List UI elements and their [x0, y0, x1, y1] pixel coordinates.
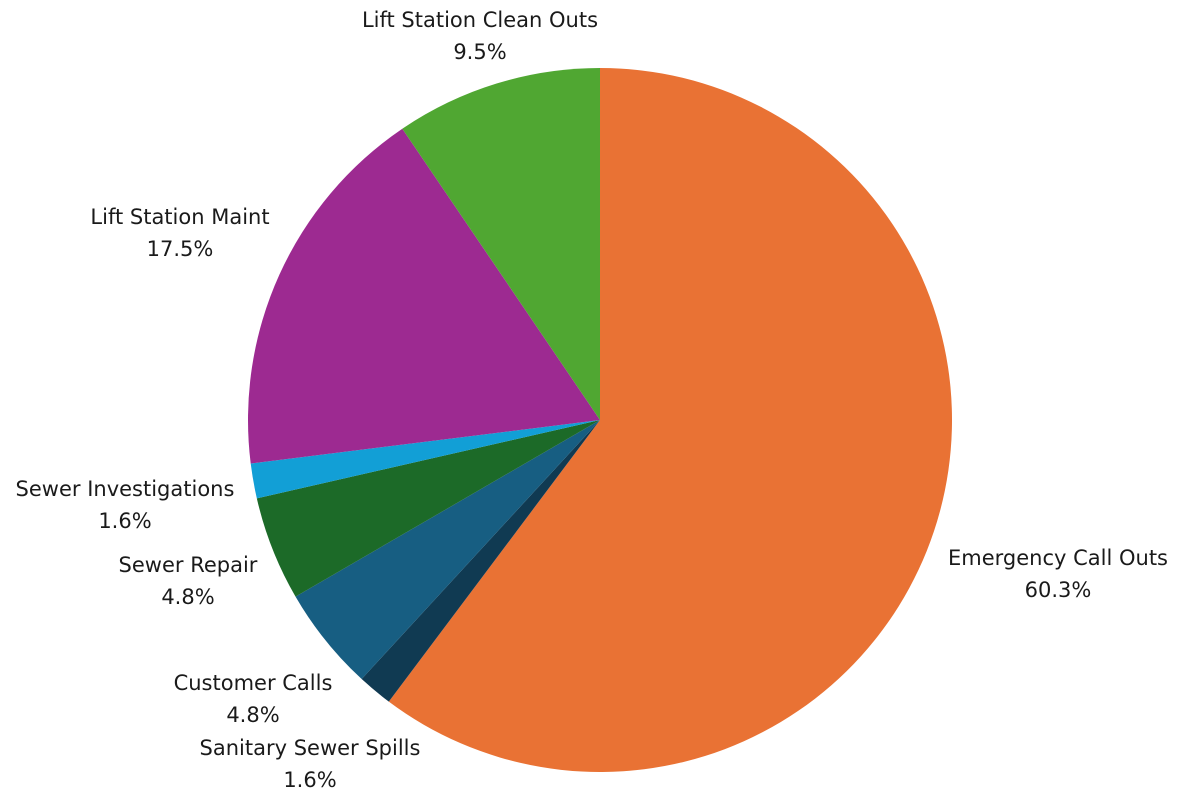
slice-value-sanitary-sewer-spills: 1.6%: [283, 768, 336, 792]
pie-slice-sanitary-sewer-spills: [361, 420, 600, 702]
pie-slice-emergency-call-outs: [388, 67, 953, 772]
slice-value-sewer-repair: 4.8%: [161, 585, 214, 609]
pie-slice-customer-calls: [295, 420, 600, 680]
slice-label-lift-station-clean-outs: Lift Station Clean Outs: [362, 8, 598, 32]
slice-value-lift-station-clean-outs: 9.5%: [453, 40, 506, 64]
pie-slice-sewer-repair: [256, 420, 600, 597]
pie-slice-lift-station-clean-outs: [402, 68, 600, 420]
slice-label-sewer-investigations: Sewer Investigations: [16, 477, 235, 501]
slice-label-emergency-call-outs: Emergency Call Outs: [948, 546, 1168, 570]
slice-value-customer-calls: 4.8%: [226, 703, 279, 727]
slice-value-sewer-investigations: 1.6%: [98, 509, 151, 533]
slice-value-emergency-call-outs: 60.3%: [1025, 578, 1092, 602]
slice-label-sewer-repair: Sewer Repair: [119, 553, 258, 577]
slice-label-customer-calls: Customer Calls: [174, 671, 333, 695]
pie-slice-lift-station-maint: [247, 128, 600, 464]
pie-slice-sewer-investigations: [250, 420, 600, 499]
slice-label-sanitary-sewer-spills: Sanitary Sewer Spills: [200, 736, 421, 760]
slice-label-lift-station-maint: Lift Station Maint: [90, 205, 269, 229]
slice-value-lift-station-maint: 17.5%: [147, 237, 214, 261]
slice-labels: Emergency Call Outs 60.3% Sanitary Sewer S…: [16, 8, 1168, 792]
pie-slices: [247, 67, 953, 772]
